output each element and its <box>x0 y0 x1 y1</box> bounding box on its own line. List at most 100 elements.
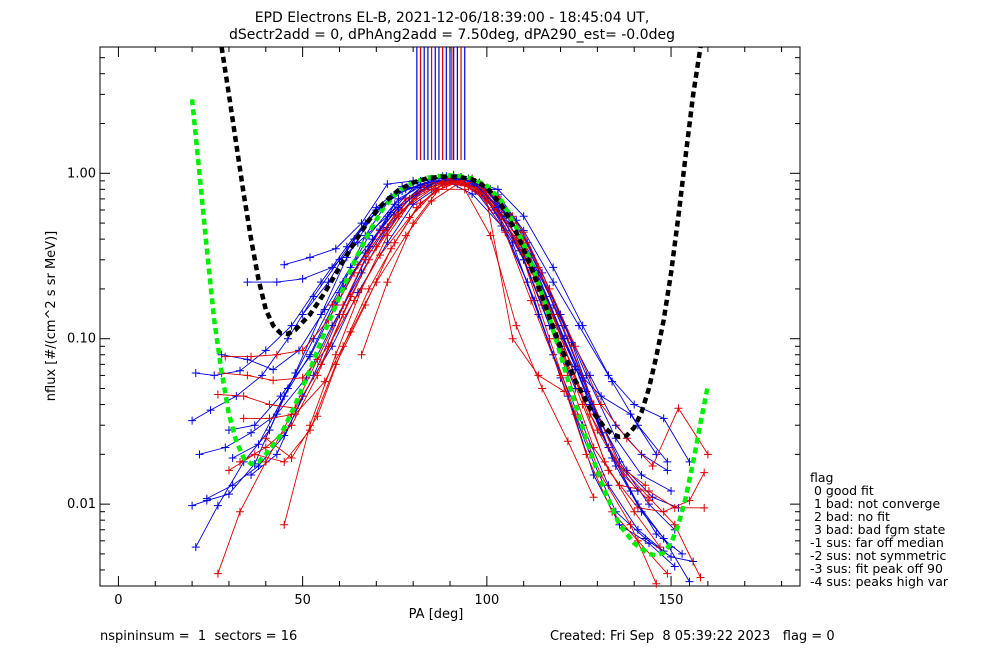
data-point <box>457 178 466 187</box>
data-point <box>236 507 244 516</box>
data-point <box>357 219 366 228</box>
data-point <box>339 300 348 309</box>
data-point <box>265 414 274 423</box>
data-point <box>379 226 388 235</box>
data-point <box>239 392 248 401</box>
data-point <box>508 334 517 343</box>
legend-item: -3 sus: fit peak off 90 <box>810 561 943 576</box>
data-point <box>243 371 252 380</box>
data-point <box>247 428 256 437</box>
series-line <box>225 180 705 509</box>
data-point <box>652 529 661 538</box>
x-tick-label: 0 <box>114 593 122 608</box>
data-point <box>586 371 594 380</box>
data-point <box>549 263 558 272</box>
data-point <box>368 235 377 244</box>
data-point <box>364 284 373 293</box>
series-line <box>228 178 661 548</box>
data-point <box>313 371 322 380</box>
data-point <box>611 462 620 471</box>
data-point <box>328 263 337 272</box>
legend-item: -1 sus: far off median <box>810 535 944 550</box>
legend-item: 1 bad: not converge <box>810 496 940 511</box>
data-point <box>670 520 679 529</box>
data-point <box>633 487 642 496</box>
data-point <box>538 384 547 393</box>
data-point <box>468 189 477 198</box>
data-point <box>593 426 602 435</box>
data-point <box>298 310 307 319</box>
data-point <box>265 400 274 409</box>
data-point <box>250 450 259 459</box>
legend-title: flag <box>810 470 833 485</box>
data-point <box>696 573 705 582</box>
data-point <box>291 410 300 419</box>
data-point <box>261 346 270 355</box>
data-point <box>254 440 263 449</box>
data-point <box>637 507 646 516</box>
legend-item: 3 bad: bad fgm state <box>810 522 946 537</box>
data-point <box>239 414 248 423</box>
data-point <box>578 400 587 409</box>
data-point <box>685 577 694 586</box>
data-point <box>390 238 399 247</box>
data-point <box>394 203 403 212</box>
data-point <box>648 462 657 471</box>
data-point <box>597 400 606 409</box>
data-point <box>589 471 598 480</box>
data-point <box>578 321 587 330</box>
x-axis-label: PA [deg] <box>409 607 464 622</box>
data-point <box>236 457 244 466</box>
x-tick-label: 100 <box>474 593 499 608</box>
data-point <box>589 493 598 502</box>
data-point <box>224 466 233 475</box>
data-point <box>309 292 318 301</box>
data-point <box>659 507 668 516</box>
data-point <box>527 296 536 305</box>
data-point <box>641 481 650 490</box>
data-point <box>206 406 215 415</box>
data-point <box>195 450 204 459</box>
data-point <box>405 213 414 222</box>
data-point <box>482 196 491 205</box>
data-point <box>306 352 314 361</box>
data-point <box>188 416 197 425</box>
data-point <box>331 244 340 253</box>
fit-curves <box>189 46 711 558</box>
data-point <box>700 468 709 477</box>
data-series <box>188 170 712 588</box>
legend-item: -4 sus: peaks high var <box>810 574 949 589</box>
data-point <box>571 410 580 419</box>
data-point <box>247 471 256 480</box>
data-point <box>390 200 399 209</box>
data-point <box>633 525 642 534</box>
data-point <box>224 490 233 499</box>
data-point <box>272 450 281 459</box>
data-point <box>615 481 624 490</box>
data-point <box>703 450 712 459</box>
series-line <box>195 178 676 567</box>
series-line <box>221 180 650 501</box>
data-point <box>280 520 289 529</box>
data-point <box>243 278 252 287</box>
data-point <box>191 369 200 378</box>
data-point <box>320 305 329 314</box>
data-point <box>637 471 646 480</box>
data-point <box>191 543 200 552</box>
data-point <box>519 212 528 221</box>
data-point <box>663 457 672 466</box>
data-point <box>361 300 370 309</box>
data-point <box>357 350 366 359</box>
legend-item: -2 sus: not symmetric <box>810 548 946 563</box>
data-point <box>309 334 318 343</box>
series-line <box>265 182 709 467</box>
data-point <box>228 454 237 463</box>
series-line <box>217 178 668 575</box>
data-point <box>519 228 528 237</box>
data-point <box>663 569 672 578</box>
y-tick-label: 0.10 <box>67 332 96 347</box>
data-point <box>221 443 230 452</box>
data-point <box>283 384 292 393</box>
data-point <box>652 579 661 588</box>
data-point <box>269 376 278 385</box>
